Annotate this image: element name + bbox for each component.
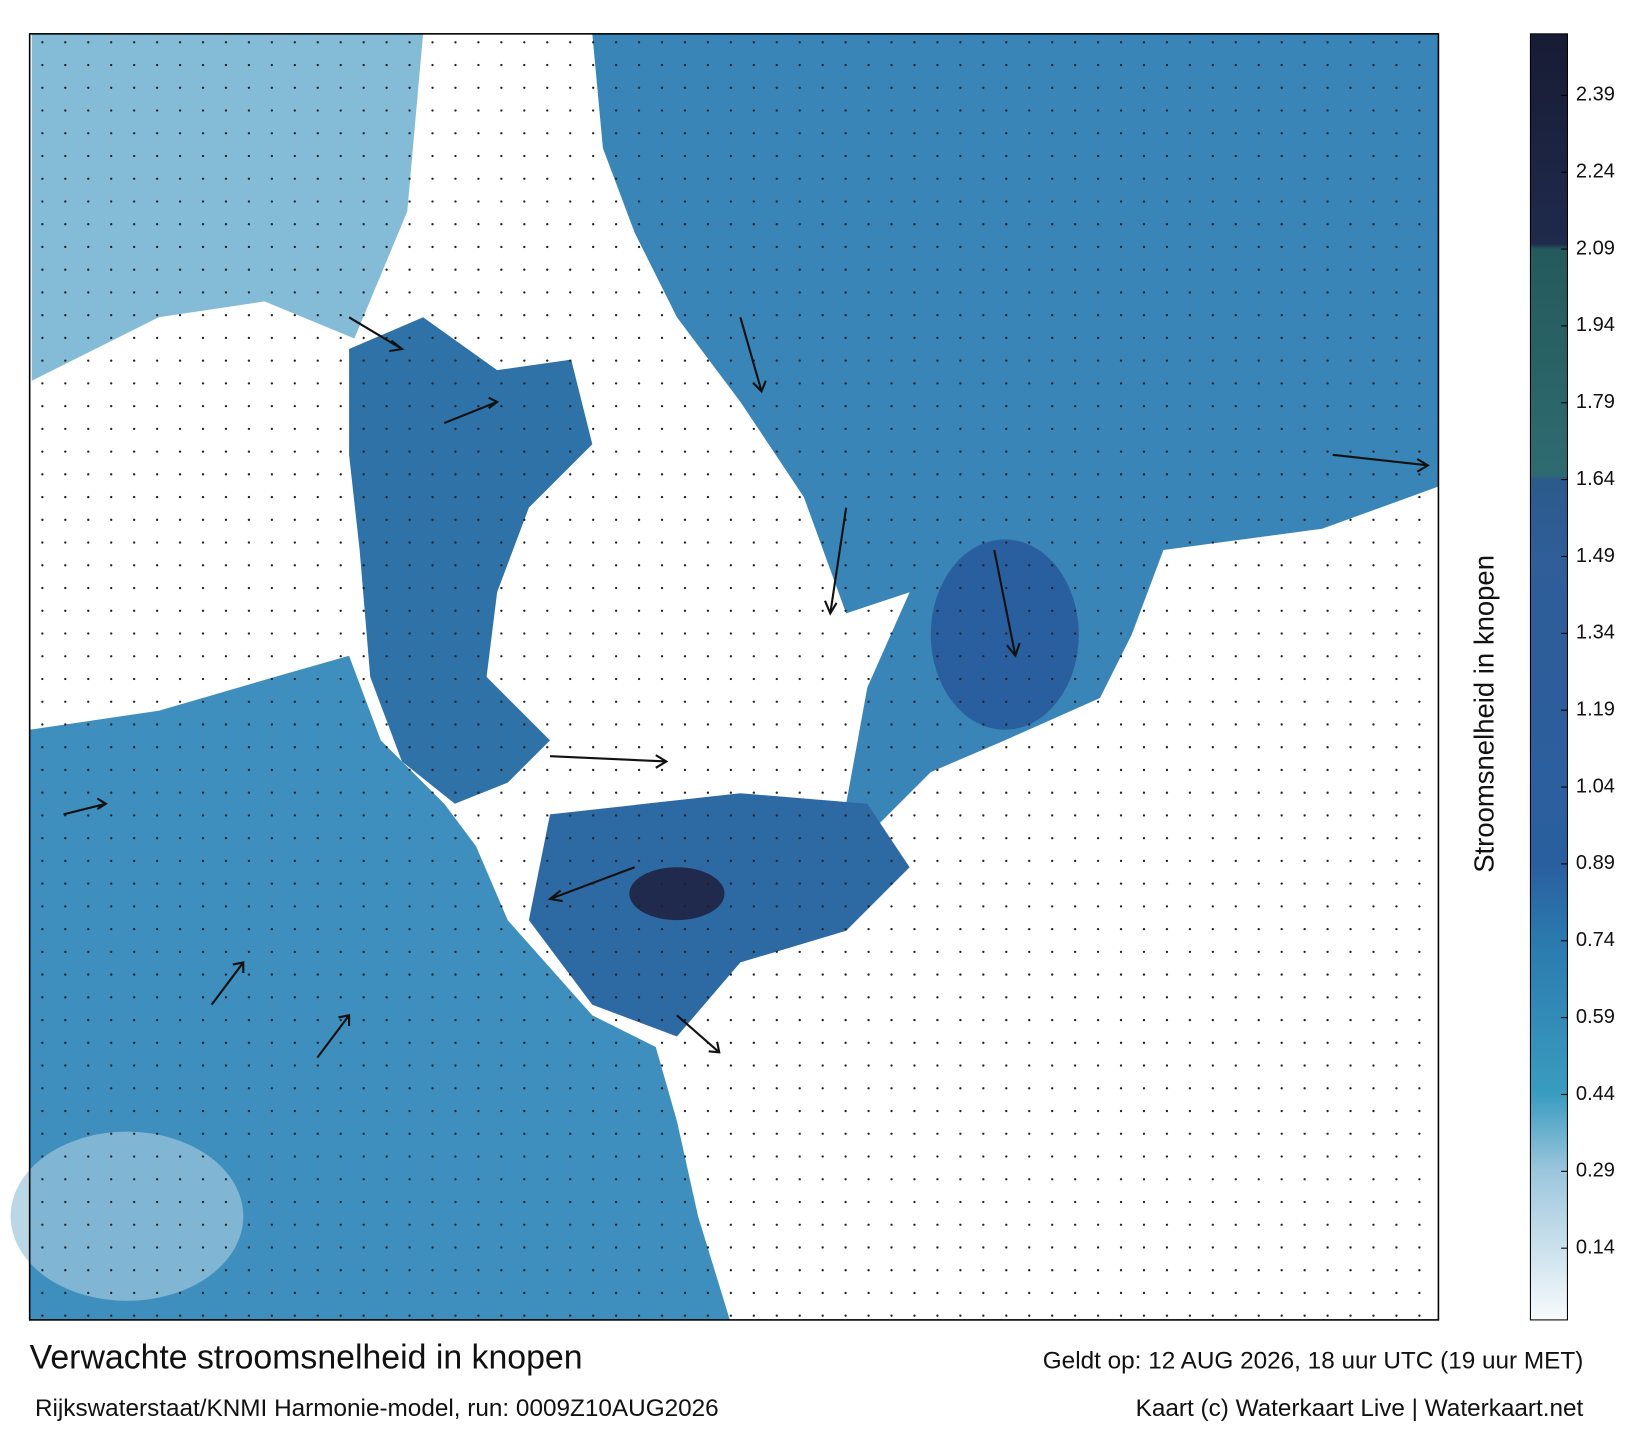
colorbar-scale	[1529, 33, 1568, 1321]
arrow	[993, 549, 1021, 658]
footer-valid: Geldt op: 12 AUG 2026, 18 uur UTC (19 uu…	[1043, 1348, 1584, 1375]
footer-title: Verwachte stroomsnelheid in knopen	[30, 1339, 583, 1377]
colorbar-tick-label: 0.29	[1576, 1160, 1615, 1182]
grid-dots	[41, 41, 1421, 1317]
water-area	[349, 317, 593, 804]
colorbar-tick-label: 1.49	[1576, 545, 1615, 567]
colorbar-tick-label: 1.94	[1576, 314, 1615, 336]
colorbar-tick-label: 1.19	[1576, 698, 1615, 720]
colorbar: 0.14 0.29 0.44 0.59 0.74 0.89 1.04 1.19 1.34 1.49…	[1529, 33, 1615, 1321]
colorbar-tick-label: 2.09	[1576, 237, 1615, 259]
water-area	[528, 793, 910, 1037]
footer-credit: Kaart (c) Waterkaart Live | Waterkaart.n…	[1136, 1395, 1584, 1422]
colorbar-tick-label: 2.24	[1576, 160, 1615, 182]
arrow	[348, 316, 405, 353]
current-arrows	[63, 316, 1430, 1059]
arrow	[739, 316, 767, 394]
arrow	[547, 866, 635, 903]
arrow	[1332, 453, 1430, 473]
colorbar-tick-label: 2.39	[1576, 84, 1615, 106]
map-frame	[28, 33, 1440, 1321]
water-area	[629, 867, 725, 921]
map	[10, 33, 1440, 1321]
colorbar-tick-label: 1.79	[1576, 391, 1615, 413]
colorbar-tick-label: 0.89	[1576, 852, 1615, 874]
arrow	[443, 396, 500, 425]
arrow	[824, 507, 848, 616]
colorbar-tick-label: 0.59	[1576, 1006, 1615, 1028]
colorbar-tick-label: 0.44	[1576, 1083, 1615, 1105]
colorbar-label: Stroomsnelheid in knopen	[1468, 555, 1499, 873]
water-area	[31, 33, 424, 381]
colorbar-tick-label: 0.74	[1576, 929, 1615, 951]
arrow	[63, 797, 108, 816]
arrow	[210, 961, 245, 1006]
colorbar-tick-label: 1.04	[1576, 775, 1615, 797]
arrow	[676, 1014, 721, 1054]
footer-model: Rijkswaterstaat/KNMI Harmonie-model, run…	[35, 1395, 719, 1422]
arrow	[549, 754, 669, 769]
colorbar-tick-label: 1.64	[1576, 468, 1615, 490]
arrow	[316, 1014, 351, 1059]
water-area	[930, 539, 1079, 730]
water-area	[10, 1131, 244, 1301]
water-area	[592, 33, 1439, 825]
colorbar-tick-label: 1.34	[1576, 622, 1615, 644]
colorbar-tick-label: 0.14	[1576, 1236, 1615, 1258]
